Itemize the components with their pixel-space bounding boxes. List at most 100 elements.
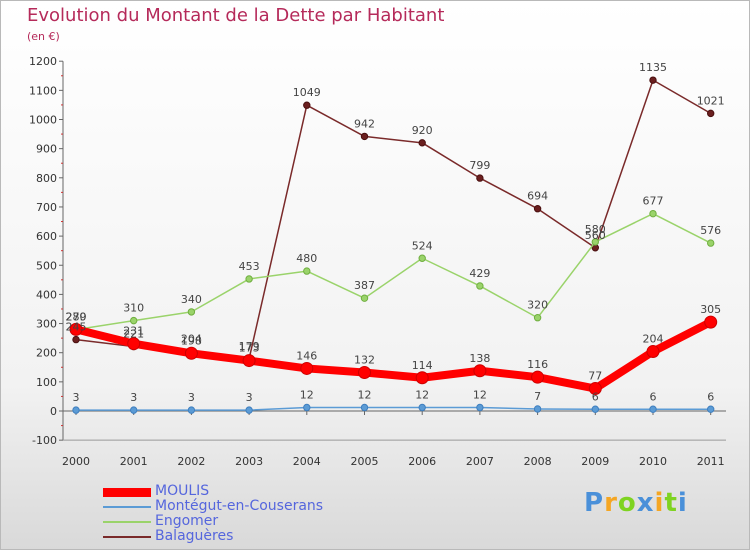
legend-label: MOULIS bbox=[155, 483, 210, 499]
data-point bbox=[649, 405, 657, 413]
data-label: 480 bbox=[296, 252, 317, 265]
data-label: 1049 bbox=[293, 86, 321, 99]
legend-swatch-balagueres bbox=[103, 536, 151, 538]
data-label: 310 bbox=[123, 302, 144, 315]
data-label: 3 bbox=[73, 391, 80, 404]
logo-letter: i bbox=[654, 488, 665, 518]
y-tick-label: 900 bbox=[36, 143, 57, 156]
data-point bbox=[533, 314, 542, 322]
logo-letter: r bbox=[604, 488, 618, 518]
data-label: 116 bbox=[527, 358, 548, 371]
x-tick-label: 2005 bbox=[351, 455, 379, 468]
data-point bbox=[418, 139, 426, 147]
y-tick-label: -100 bbox=[32, 434, 57, 447]
data-point bbox=[303, 101, 311, 109]
data-label: 576 bbox=[700, 224, 721, 237]
legend-label: Engomer bbox=[155, 513, 219, 529]
data-label: 453 bbox=[239, 260, 260, 273]
data-label: 138 bbox=[469, 352, 490, 365]
data-point bbox=[358, 366, 371, 380]
proxiti-logo: Proxiti bbox=[584, 488, 688, 518]
legend-label: Montégut-en-Couserans bbox=[155, 498, 324, 514]
data-label: 280 bbox=[66, 310, 87, 323]
y-tick-label: 500 bbox=[36, 259, 57, 272]
data-point bbox=[533, 405, 542, 413]
x-tick-label: 2000 bbox=[62, 455, 90, 468]
data-point bbox=[245, 275, 253, 283]
data-label: 6 bbox=[707, 390, 714, 403]
data-label: 7 bbox=[534, 390, 541, 403]
data-point bbox=[588, 382, 602, 396]
data-label: 6 bbox=[650, 390, 657, 403]
data-point bbox=[591, 405, 599, 413]
data-label: 3 bbox=[130, 391, 137, 404]
data-point bbox=[476, 403, 484, 412]
data-label: 3 bbox=[188, 391, 195, 404]
data-label: 12 bbox=[358, 389, 372, 402]
data-point bbox=[476, 282, 484, 290]
data-label: 320 bbox=[527, 299, 548, 312]
data-point bbox=[707, 239, 715, 247]
data-label: 694 bbox=[527, 190, 548, 203]
data-point bbox=[187, 406, 196, 414]
y-tick-label: 300 bbox=[36, 318, 57, 331]
legend-swatch-engomer bbox=[103, 521, 151, 523]
data-point bbox=[72, 406, 80, 414]
data-point bbox=[707, 109, 715, 118]
y-tick-label: 100 bbox=[36, 376, 57, 389]
data-label: 580 bbox=[585, 223, 606, 236]
data-label: 12 bbox=[300, 389, 314, 402]
data-point bbox=[646, 345, 660, 359]
data-label: 204 bbox=[181, 333, 202, 346]
data-point bbox=[533, 204, 542, 213]
data-label: 560 bbox=[585, 229, 606, 242]
logo-letter: i bbox=[677, 488, 688, 518]
data-label: 204 bbox=[643, 333, 664, 346]
logo-letter: t bbox=[664, 488, 678, 518]
data-point bbox=[130, 406, 138, 414]
data-point bbox=[704, 315, 718, 329]
data-point bbox=[418, 403, 426, 412]
data-label: 245 bbox=[66, 321, 87, 334]
data-label: 146 bbox=[296, 349, 317, 362]
data-point bbox=[415, 371, 429, 385]
data-label: 942 bbox=[354, 117, 375, 130]
legend-label: Balaguères bbox=[155, 528, 234, 544]
data-point bbox=[360, 403, 369, 412]
x-tick-label: 2004 bbox=[293, 455, 321, 468]
data-label: 1021 bbox=[697, 94, 725, 107]
x-tick-label: 2001 bbox=[120, 455, 148, 468]
data-point bbox=[242, 354, 256, 368]
data-point bbox=[245, 406, 253, 414]
x-tick-label: 2002 bbox=[177, 455, 205, 468]
series-line bbox=[75, 212, 712, 331]
data-point bbox=[649, 209, 657, 218]
data-label: 524 bbox=[412, 239, 433, 252]
data-label: 179 bbox=[239, 340, 260, 353]
data-point bbox=[360, 294, 369, 302]
y-tick-label: 1100 bbox=[29, 84, 57, 97]
data-label: 221 bbox=[123, 328, 144, 341]
data-point bbox=[69, 322, 83, 336]
x-tick-label: 2007 bbox=[466, 455, 494, 468]
data-point bbox=[591, 238, 599, 246]
data-label: 132 bbox=[354, 354, 375, 367]
data-label: 429 bbox=[469, 267, 490, 280]
data-label: 12 bbox=[415, 389, 429, 402]
data-point bbox=[303, 403, 311, 412]
data-point bbox=[476, 174, 484, 182]
data-label: 305 bbox=[700, 303, 721, 316]
legend-swatch-moulis bbox=[103, 488, 151, 497]
data-label: 173 bbox=[239, 342, 260, 355]
data-point bbox=[531, 370, 545, 384]
data-label: 12 bbox=[473, 389, 487, 402]
x-tick-label: 2006 bbox=[408, 455, 436, 468]
series-line bbox=[72, 318, 715, 393]
y-tick-label: 0 bbox=[50, 405, 57, 418]
data-point bbox=[418, 254, 426, 262]
y-tick-label: 700 bbox=[36, 201, 57, 214]
data-label: 3 bbox=[246, 391, 253, 404]
data-label: 799 bbox=[469, 159, 490, 172]
